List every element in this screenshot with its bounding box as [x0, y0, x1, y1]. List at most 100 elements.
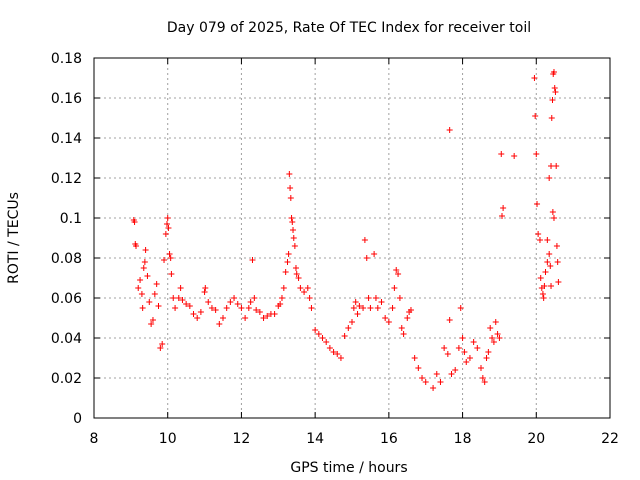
data-point — [212, 307, 219, 313]
data-point — [542, 269, 549, 275]
data-point — [144, 273, 151, 279]
data-point — [398, 325, 405, 331]
data-point — [278, 295, 285, 301]
data-point — [455, 345, 462, 351]
data-point — [459, 335, 466, 341]
data-point — [247, 299, 254, 305]
data-point — [349, 319, 355, 325]
data-point — [537, 275, 544, 281]
data-point — [393, 267, 400, 273]
data-point — [208, 305, 215, 311]
data-point — [374, 305, 381, 311]
data-point — [395, 271, 402, 277]
data-point — [549, 209, 556, 215]
y-tick-label: 0.1 — [60, 211, 82, 227]
data-point — [256, 309, 263, 315]
data-point — [319, 335, 326, 341]
data-point — [367, 305, 374, 311]
x-tick-label: 20 — [527, 431, 545, 447]
data-point — [441, 345, 448, 351]
y-tick-label: 0.04 — [51, 331, 82, 347]
data-point — [292, 265, 299, 271]
data-point — [290, 227, 297, 233]
data-point — [541, 283, 548, 289]
data-point — [485, 349, 492, 355]
x-axis-label: GPS time / hours — [290, 460, 407, 476]
data-point — [164, 215, 171, 221]
x-tick-label: 22 — [601, 431, 619, 447]
data-point — [238, 305, 245, 311]
data-point — [345, 325, 352, 331]
data-point — [293, 271, 300, 277]
data-point — [142, 247, 149, 253]
data-point — [242, 315, 249, 321]
x-tick-label: 18 — [454, 431, 472, 447]
data-point — [371, 251, 378, 257]
data-point — [135, 285, 142, 291]
data-point — [286, 171, 293, 177]
data-point — [389, 305, 396, 311]
data-point — [285, 251, 292, 257]
data-point — [494, 331, 501, 337]
data-point — [159, 341, 166, 347]
data-point — [555, 279, 562, 285]
y-tick-label: 0.16 — [51, 91, 82, 107]
data-point — [334, 351, 341, 357]
points-layer — [130, 69, 562, 391]
data-point — [155, 303, 162, 309]
data-point — [549, 97, 556, 103]
data-point — [554, 259, 561, 265]
data-point — [396, 295, 403, 301]
data-point — [470, 339, 477, 345]
y-tick-label: 0.06 — [51, 291, 82, 307]
data-point — [415, 365, 422, 371]
data-point — [277, 301, 284, 307]
data-point — [175, 295, 182, 301]
data-point — [404, 315, 411, 321]
data-point — [548, 283, 555, 289]
data-point — [186, 303, 193, 309]
data-point — [289, 219, 296, 225]
data-point — [253, 307, 260, 313]
data-point — [245, 305, 252, 311]
data-point — [216, 321, 223, 327]
data-point — [201, 289, 208, 295]
data-point — [553, 163, 560, 169]
data-point — [141, 259, 148, 265]
data-point — [337, 355, 344, 361]
y-tick-label: 0.08 — [51, 251, 82, 267]
data-point — [531, 75, 538, 81]
data-point — [205, 299, 212, 305]
data-point — [478, 365, 484, 371]
data-point — [197, 309, 204, 315]
data-point — [385, 319, 392, 325]
data-point — [249, 257, 256, 263]
grid-layer — [94, 58, 610, 418]
data-point — [411, 355, 418, 361]
data-point — [548, 115, 555, 121]
data-point — [461, 349, 468, 355]
data-point — [448, 371, 455, 377]
data-point — [183, 301, 190, 307]
data-point — [179, 297, 186, 303]
data-point — [166, 251, 173, 257]
data-point — [544, 259, 551, 265]
data-point — [323, 339, 330, 345]
data-point — [552, 89, 559, 95]
y-axis-label: ROTI / TECUs — [6, 192, 22, 284]
x-tick-label: 12 — [233, 431, 251, 447]
data-point — [308, 305, 315, 311]
data-point — [326, 345, 333, 351]
data-point — [550, 215, 557, 221]
data-point — [407, 307, 414, 313]
data-point — [167, 255, 174, 261]
data-point — [341, 333, 348, 339]
x-tick-label: 14 — [306, 431, 324, 447]
data-point — [137, 277, 144, 283]
data-point — [466, 355, 473, 361]
data-point — [500, 205, 507, 211]
data-point — [131, 219, 138, 225]
data-point — [234, 301, 241, 307]
data-point — [498, 151, 505, 157]
